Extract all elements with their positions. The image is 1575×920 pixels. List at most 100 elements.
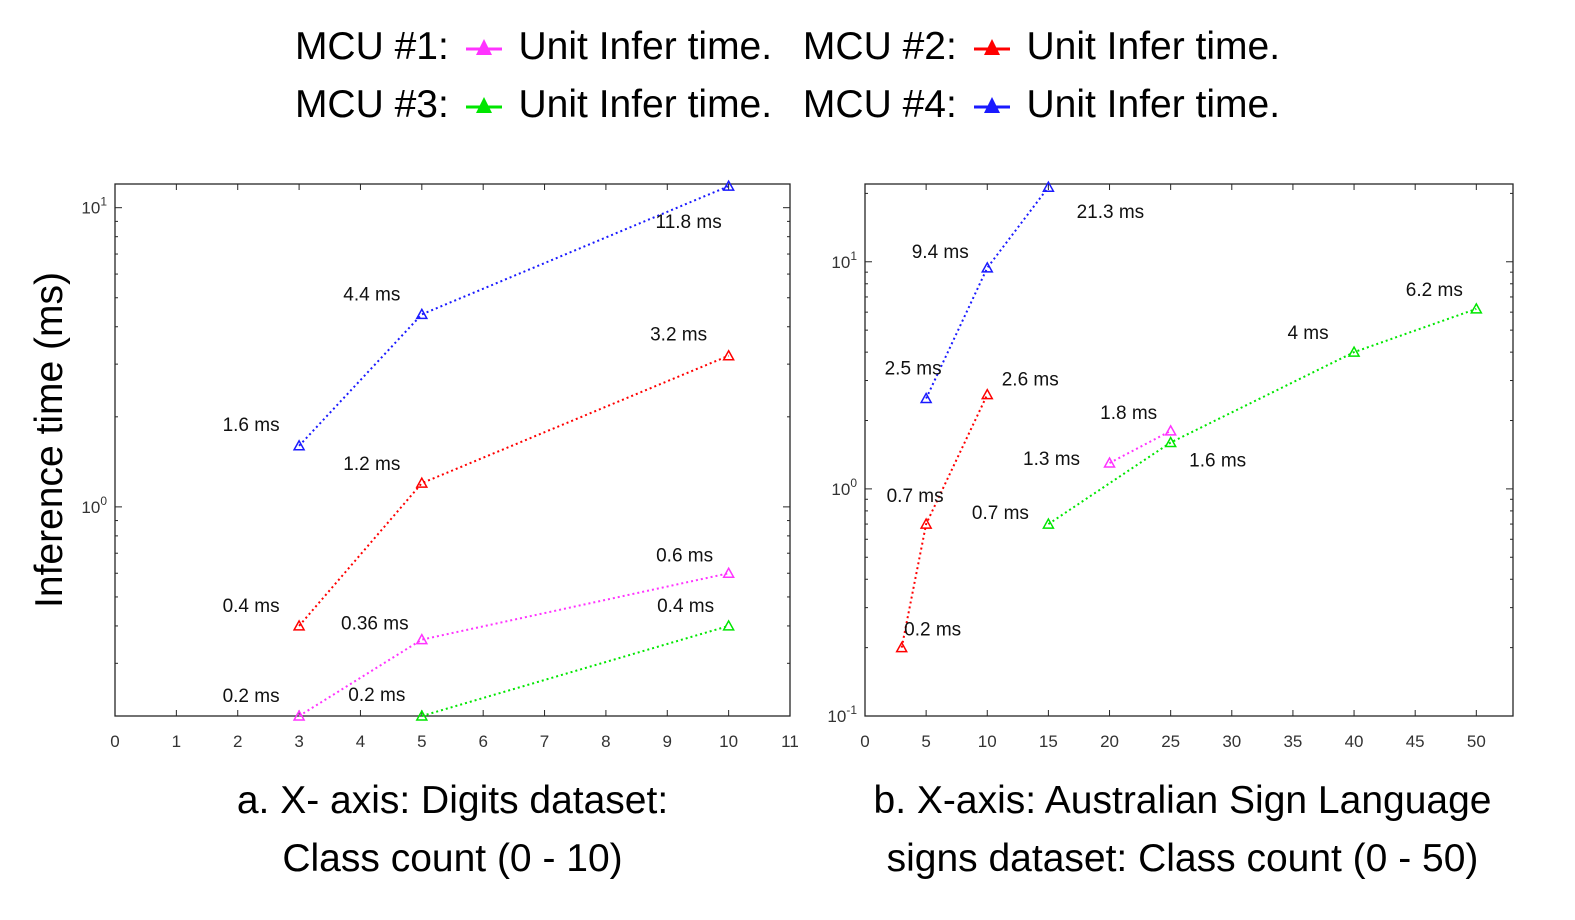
caption-a-line-1: a. X- axis: Digits dataset: [236, 779, 669, 822]
data-label: 1.2 ms [343, 454, 400, 475]
legend: MCU #1: Unit Infer time. MCU #2: Unit In… [0, 18, 1575, 134]
legend-row-2: MCU #3: Unit Infer time. MCU #4: Unit In… [0, 76, 1575, 134]
series-line [1047, 307, 1477, 525]
data-point [980, 261, 994, 273]
caption-b-line-2: signs dataset: Class count (0 - 50) [886, 837, 1479, 880]
y-tick-label: 100 [831, 476, 857, 499]
series-line [298, 185, 730, 447]
data-point [980, 388, 994, 400]
legend-row-1: MCU #1: Unit Infer time. MCU #2: Unit In… [0, 18, 1575, 76]
data-point [1470, 302, 1483, 314]
series-mcu-3: 0.7 ms 1.6 ms 4 ms 6.2 ms [972, 280, 1483, 529]
y-tick-label: 101 [81, 195, 107, 218]
series-line [925, 186, 1050, 399]
legend-mcu4-name: MCU #4: [802, 83, 957, 126]
data-label: 0.7 ms [972, 503, 1029, 524]
x-tick-label: 30 [1222, 732, 1241, 751]
data-label: 0.2 ms [348, 685, 405, 706]
data-point [1042, 180, 1055, 192]
data-point [292, 619, 306, 631]
data-point [1103, 456, 1116, 468]
legend-entry-mcu4: MCU #4: Unit Infer time. [803, 76, 1280, 134]
legend-mcu2-text: Unit Infer time. [1026, 25, 1281, 68]
x-tick-label: 7 [540, 732, 549, 751]
series-mcu-3: 0.2 ms 0.4 ms [348, 596, 735, 721]
x-tick-label: 6 [478, 732, 487, 751]
legend-mcu1-marker-icon [465, 38, 502, 55]
x-tick-label: 11 [781, 732, 799, 751]
x-tick-label: 45 [1406, 732, 1425, 751]
x-tick-label: 50 [1467, 732, 1486, 751]
data-label: 3.2 ms [650, 325, 707, 346]
legend-mcu4-text: Unit Infer time. [1026, 83, 1281, 126]
legend-mcu2-name: MCU #2: [802, 25, 957, 68]
x-tick-label: 40 [1345, 732, 1364, 751]
data-label: 11.8 ms [656, 212, 722, 233]
legend-mcu3-marker-icon [465, 96, 502, 113]
series-line [900, 394, 989, 648]
x-tick-label: 5 [417, 732, 426, 751]
data-point [292, 439, 306, 451]
x-tick-label: 0 [860, 732, 869, 751]
legend-mcu1-text: Unit Infer time. [518, 25, 773, 68]
x-tick-label: 5 [921, 732, 930, 751]
legend-mcu3-text: Unit Infer time. [518, 83, 773, 126]
x-tick-label: 25 [1161, 732, 1180, 751]
legend-entry-mcu1: MCU #1: Unit Infer time. [295, 18, 772, 76]
x-tick-label: 0 [110, 732, 119, 751]
x-tick-label: 10 [978, 732, 997, 751]
chart-b: 0 5 10 15 20 25 30 35 40 45 50 10-1 100 101 1.3 ms 1.8 … [827, 180, 1514, 751]
data-point [722, 349, 735, 361]
data-label: 4 ms [1287, 323, 1328, 344]
data-label: 0.4 ms [657, 596, 714, 617]
caption-b: b. X-axis: Australian Sign Language sign… [815, 772, 1550, 888]
caption-a: a. X- axis: Digits dataset: Class count … [115, 772, 790, 888]
x-tick-label: 1 [172, 732, 181, 751]
x-tick-label: 35 [1283, 732, 1302, 751]
x-tick-label: 15 [1039, 732, 1058, 751]
legend-mcu4-marker-icon [973, 96, 1010, 113]
x-tick-label: 9 [663, 732, 672, 751]
data-point [415, 307, 429, 320]
data-label: 4.4 ms [343, 284, 400, 305]
legend-mcu1-name: MCU #1: [294, 25, 449, 68]
series-mcu-1: 0.2 ms 0.36 ms 0.6 ms [223, 545, 735, 721]
x-tick-label: 2 [233, 732, 242, 751]
data-point [919, 391, 933, 404]
y-tick-label: 10-1 [827, 703, 857, 726]
series-line [1109, 430, 1172, 464]
data-label: 2.5 ms [885, 359, 942, 380]
data-point [1164, 424, 1177, 436]
data-label: 0.4 ms [223, 596, 280, 617]
data-label: 0.36 ms [341, 614, 409, 635]
legend-entry-mcu2: MCU #2: Unit Infer time. [803, 18, 1280, 76]
plot-frame [114, 183, 791, 717]
data-label: 1.6 ms [1189, 451, 1246, 472]
data-point [722, 566, 735, 579]
data-label: 21.3 ms [1077, 202, 1145, 223]
data-label: 0.7 ms [887, 486, 944, 507]
data-point [919, 517, 933, 529]
data-label: 6.2 ms [1406, 280, 1463, 301]
x-tick-label: 10 [719, 732, 738, 751]
legend-entry-mcu3: MCU #3: Unit Infer time. [295, 76, 772, 134]
data-label: 1.8 ms [1100, 403, 1157, 424]
data-label: 9.4 ms [912, 242, 969, 263]
x-tick-label: 3 [294, 732, 303, 751]
data-label: 1.3 ms [1023, 449, 1080, 470]
x-tick-label: 8 [601, 732, 610, 751]
series-mcu-4: 1.6 ms 4.4 ms 11.8 ms [223, 179, 735, 451]
data-label: 0.6 ms [656, 545, 713, 566]
data-point [722, 619, 735, 631]
data-point [895, 641, 908, 653]
series-mcu-4: 2.5 ms 9.4 ms 21.3 ms [885, 180, 1145, 404]
data-point [292, 709, 306, 721]
series-mcu-2: 0.4 ms 1.2 ms 3.2 ms [223, 325, 735, 631]
plot-frame [864, 183, 1514, 717]
x-tick-label: 20 [1100, 732, 1119, 751]
legend-mcu2-marker-icon [973, 38, 1010, 55]
data-point [722, 179, 735, 191]
data-point [1164, 435, 1177, 448]
data-label: 2.6 ms [1002, 370, 1059, 391]
